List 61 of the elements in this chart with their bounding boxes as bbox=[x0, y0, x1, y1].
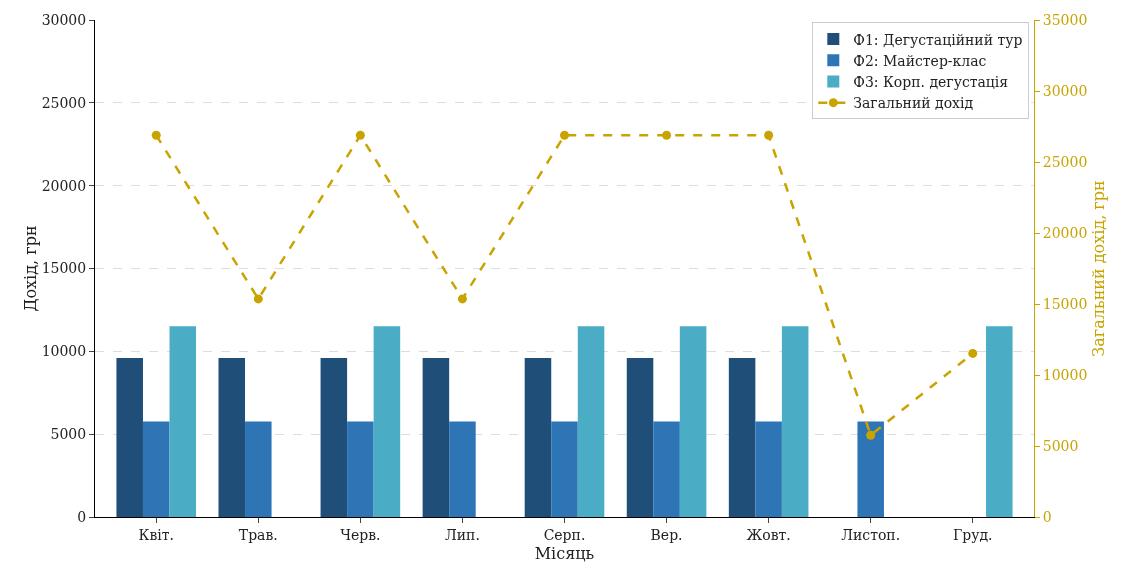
bar bbox=[755, 421, 782, 517]
point bbox=[253, 294, 263, 304]
bar bbox=[347, 421, 374, 517]
y2-tick-label: 20000 bbox=[1042, 224, 1088, 241]
bar bbox=[653, 421, 680, 517]
x-tick-label: Груд. bbox=[952, 526, 993, 543]
bar bbox=[245, 421, 272, 517]
legend-label: Загальний дохід bbox=[853, 95, 974, 112]
bar bbox=[320, 357, 348, 517]
y2-tick-label: 5000 bbox=[1042, 437, 1079, 454]
point bbox=[866, 430, 876, 440]
point bbox=[968, 348, 978, 358]
bar bbox=[218, 357, 246, 517]
y-tick-label: 15000 bbox=[41, 260, 87, 277]
y2-axis-title: Загальний дохід, грн bbox=[1089, 180, 1109, 357]
x-tick-label: Листоп. bbox=[841, 526, 901, 543]
x-tick-label: Лип. bbox=[445, 526, 480, 543]
bar bbox=[679, 326, 707, 517]
bar bbox=[422, 357, 450, 517]
bar bbox=[857, 421, 884, 517]
point bbox=[457, 294, 467, 304]
point bbox=[151, 130, 161, 140]
bar bbox=[728, 357, 756, 517]
y2-tick-label: 15000 bbox=[1042, 295, 1088, 312]
y2-tick-label: 25000 bbox=[1042, 153, 1088, 170]
bar bbox=[373, 326, 401, 517]
point bbox=[355, 130, 365, 140]
bar bbox=[626, 357, 654, 517]
bar bbox=[524, 357, 552, 517]
bar bbox=[577, 326, 605, 517]
y2-tick-label: 0 bbox=[1042, 508, 1052, 525]
x-axis-title: Місяць bbox=[534, 544, 595, 564]
x-tick-label: Серп. bbox=[543, 526, 586, 543]
point bbox=[560, 130, 569, 140]
bar bbox=[116, 357, 143, 517]
y-axis-title: Дохід, грн bbox=[20, 225, 40, 312]
legend-label: Ф1: Дегустаційний тур bbox=[853, 31, 1023, 48]
bar bbox=[986, 326, 1013, 517]
bar bbox=[781, 326, 809, 517]
legend-label: Ф2: Майстер-клас bbox=[853, 52, 987, 69]
y2-tick-label: 10000 bbox=[1042, 366, 1088, 383]
point bbox=[764, 130, 774, 140]
y-tick-label: 5000 bbox=[50, 426, 87, 443]
y-tick-label: 30000 bbox=[41, 11, 87, 28]
x-tick-label: Квіт. bbox=[138, 526, 174, 543]
point bbox=[662, 130, 672, 140]
x-tick-label: Черв. bbox=[340, 526, 381, 543]
y-tick-label: 10000 bbox=[41, 343, 87, 360]
bar bbox=[169, 326, 197, 517]
y-tick-label: 0 bbox=[77, 508, 87, 525]
legend-label: Ф3: Корп. дегустація bbox=[853, 73, 1009, 90]
y-tick-label: 25000 bbox=[41, 94, 87, 111]
bar bbox=[449, 421, 476, 517]
y-tick-label: 20000 bbox=[41, 177, 87, 194]
x-tick-label: Трав. bbox=[238, 526, 278, 543]
y2-tick-label: 35000 bbox=[1042, 11, 1088, 28]
bar bbox=[551, 421, 578, 517]
y2-tick-label: 30000 bbox=[1042, 82, 1088, 99]
x-tick-label: Вер. bbox=[650, 526, 683, 543]
x-tick-label: Жовт. bbox=[746, 526, 791, 543]
bar bbox=[142, 421, 170, 517]
